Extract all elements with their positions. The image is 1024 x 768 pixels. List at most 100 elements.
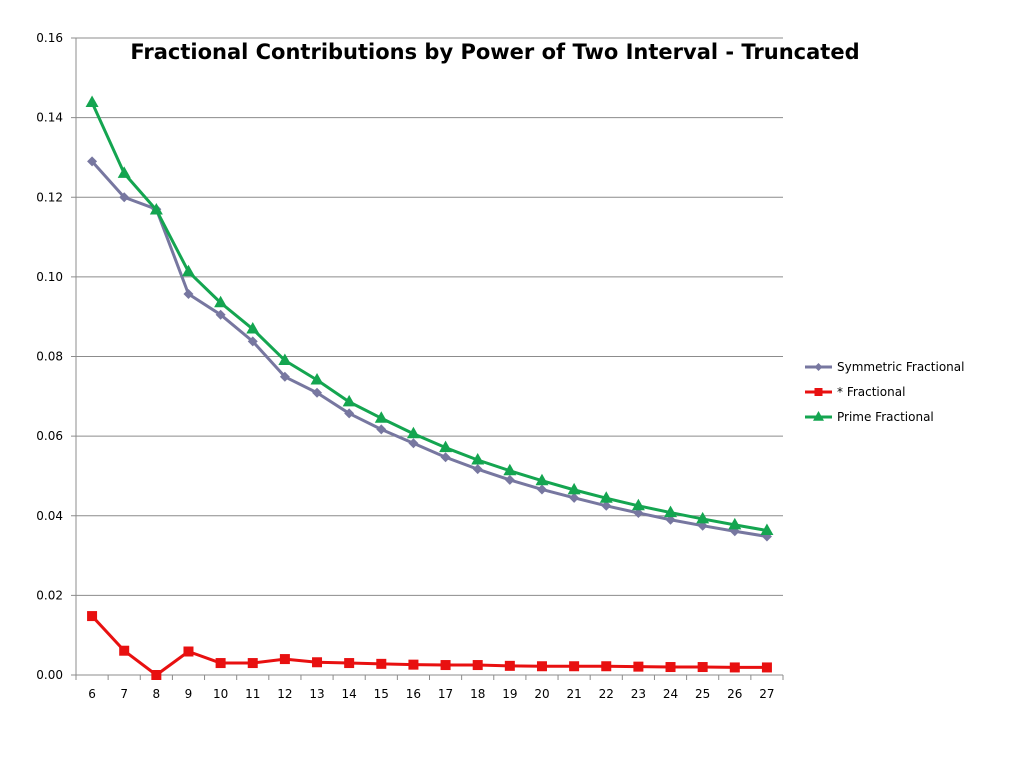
legend-swatch-marker [814, 388, 823, 396]
legend-label: Symmetric Fractional [837, 360, 964, 374]
series-prime-fractional [85, 95, 774, 535]
x-tick-label: 26 [727, 687, 742, 701]
x-tick-label: 18 [470, 687, 485, 701]
series-lines [85, 95, 774, 680]
legend-item: Prime Fractional [805, 410, 934, 424]
data-point [312, 387, 323, 398]
data-point [119, 645, 130, 656]
data-point [536, 661, 547, 672]
x-tick-label: 6 [88, 687, 96, 701]
axes [71, 37, 784, 680]
x-tick-label: 22 [599, 687, 614, 701]
data-point [406, 426, 420, 439]
data-point [569, 661, 580, 672]
y-tick-label: 0.04 [36, 509, 63, 523]
legend-label: * Fractional [837, 385, 905, 399]
data-point [181, 264, 195, 277]
data-point [697, 662, 708, 673]
y-tick-label: 0.02 [36, 588, 63, 602]
x-tick-label: 16 [406, 687, 421, 701]
x-tick-label: 7 [120, 687, 128, 701]
data-point [312, 657, 323, 668]
data-point [665, 662, 676, 673]
data-point [472, 464, 483, 475]
x-tick-label: 11 [245, 687, 260, 701]
data-point [183, 288, 194, 299]
data-point [665, 514, 676, 525]
x-tick-label: 13 [309, 687, 324, 701]
data-point [504, 474, 515, 485]
data-point [149, 202, 163, 215]
data-point [503, 463, 517, 476]
data-point [215, 658, 226, 669]
data-point [760, 523, 774, 535]
data-point [535, 473, 549, 486]
data-point [471, 453, 485, 465]
data-point [278, 353, 292, 365]
data-point [440, 660, 451, 671]
x-tick-label: 9 [185, 687, 193, 701]
data-point [247, 658, 258, 669]
data-point [567, 482, 581, 495]
data-point [440, 452, 451, 463]
y-tick-label: 0.06 [36, 429, 63, 443]
data-point [119, 192, 130, 203]
data-point [504, 660, 515, 671]
data-point [342, 394, 356, 407]
x-tick-label: 20 [534, 687, 549, 701]
legend-swatch-marker [813, 411, 824, 421]
legend-item: Symmetric Fractional [805, 360, 964, 374]
y-tick-label: 0.16 [36, 31, 63, 45]
data-point [85, 95, 99, 107]
data-point [761, 662, 772, 673]
data-point [729, 662, 740, 673]
x-tick-label: 21 [566, 687, 581, 701]
data-point [344, 658, 355, 669]
data-point [87, 156, 98, 167]
data-point [728, 517, 742, 530]
data-point [376, 424, 387, 435]
data-point [214, 295, 228, 308]
y-tick-label: 0.00 [36, 668, 63, 682]
data-point [310, 372, 324, 385]
data-point [631, 498, 645, 511]
data-point [601, 661, 612, 672]
data-point [633, 661, 644, 672]
y-tick-label: 0.10 [36, 270, 63, 284]
data-point [279, 654, 290, 665]
data-point [408, 659, 419, 670]
x-tick-label: 17 [438, 687, 453, 701]
y-tick-label: 0.08 [36, 350, 63, 364]
y-tick-labels: 0.00 0.02 0.04 0.06 0.08 0.10 0.12 0.14 0.16 [36, 31, 63, 682]
data-point [151, 670, 162, 680]
data-point [536, 484, 547, 495]
x-tick-label: 8 [153, 687, 161, 701]
x-tick-label: 19 [502, 687, 517, 701]
x-tick-label: 12 [277, 687, 292, 701]
chart-title: Fractional Contributions by Power of Two… [130, 40, 859, 64]
data-point [439, 440, 453, 453]
data-point [215, 309, 226, 320]
x-tick-label: 14 [342, 687, 357, 701]
x-tick-label: 23 [631, 687, 646, 701]
data-point [344, 408, 355, 419]
x-tick-label: 25 [695, 687, 710, 701]
data-point [472, 660, 483, 671]
series-line [90, 101, 768, 532]
series-symmetric-fractional [87, 156, 772, 542]
legend-label: Prime Fractional [837, 410, 934, 424]
data-point [374, 411, 388, 423]
data-point [183, 646, 194, 657]
data-point [599, 491, 613, 503]
gridlines [76, 37, 783, 596]
y-tick-label: 0.14 [36, 111, 63, 125]
data-point [633, 507, 644, 518]
data-point [408, 438, 419, 449]
y-tick-label: 0.12 [36, 190, 63, 204]
data-point [601, 500, 612, 511]
data-point [247, 336, 258, 347]
data-point [696, 511, 710, 524]
data-point [87, 611, 98, 622]
series-fractional [87, 611, 772, 680]
